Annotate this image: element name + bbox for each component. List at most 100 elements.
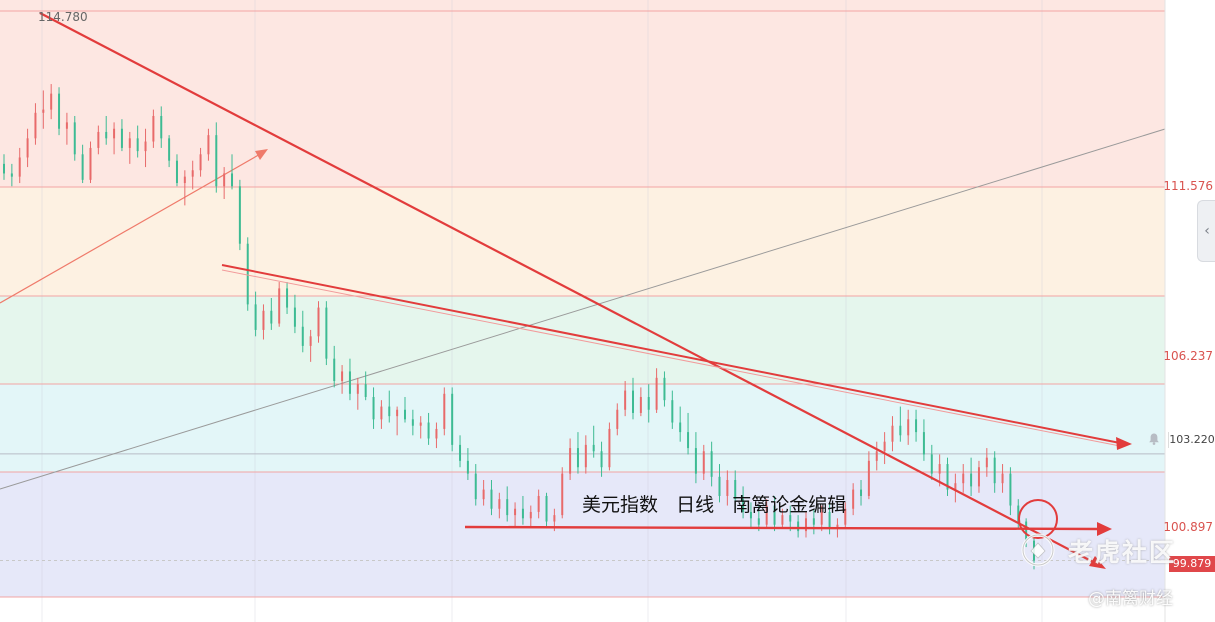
candle-body — [223, 173, 226, 187]
candle-body — [875, 451, 878, 461]
candle-body — [671, 400, 674, 423]
candle-body — [65, 122, 68, 129]
candle-body — [749, 511, 752, 519]
candle-body — [191, 170, 194, 177]
candle-body — [985, 457, 988, 468]
candle-body — [199, 154, 202, 171]
candle-body — [396, 409, 399, 417]
candle-body — [773, 505, 776, 525]
candle-body — [757, 518, 760, 525]
fib-band — [0, 296, 1165, 384]
candle-body — [694, 448, 697, 474]
resistance-line-upper-shadow — [221, 269, 1121, 447]
candle-body — [993, 457, 996, 484]
downtrend-arrow-head — [1089, 556, 1106, 569]
candle-body — [521, 508, 524, 519]
candle-body — [231, 173, 234, 187]
candle-body — [419, 422, 422, 426]
candle-body — [73, 122, 76, 155]
candle-body — [42, 109, 45, 113]
high-price-marker: 114.780 — [38, 10, 88, 24]
candle-body — [183, 176, 186, 184]
support-line — [464, 525, 1101, 531]
highlight-circle — [1018, 499, 1058, 539]
candle-body — [687, 432, 690, 449]
candle-body — [655, 377, 658, 410]
candle-body — [663, 377, 666, 401]
candle-body — [128, 138, 131, 148]
orange-trend-line — [0, 152, 263, 304]
candle-body — [553, 515, 556, 522]
support-arrow-head — [1097, 522, 1112, 536]
candle-body — [50, 93, 53, 110]
candle-body — [105, 131, 108, 139]
candle-body — [569, 448, 572, 474]
candle-body — [144, 141, 147, 152]
price-axis-bg — [1165, 0, 1215, 622]
candle-body — [160, 115, 163, 139]
candle-body — [411, 419, 414, 426]
gray-trend-line — [0, 128, 1166, 490]
fib-band — [0, 187, 1165, 296]
candle-body — [348, 371, 351, 394]
candle-body — [804, 518, 807, 532]
candle-body — [341, 371, 344, 382]
candle-body — [726, 480, 729, 496]
resistance-arrow-head — [1116, 437, 1132, 450]
candle-body — [286, 288, 289, 308]
downtrend-line-main — [39, 12, 1096, 564]
candle-body — [246, 243, 249, 305]
last-price-tag: 99.879 — [1169, 556, 1215, 572]
candle-body — [403, 409, 406, 420]
candle-body — [474, 473, 477, 500]
candle-body — [962, 473, 965, 484]
candle-body — [270, 310, 273, 324]
candle-body — [498, 499, 501, 509]
candle-body — [781, 515, 784, 525]
candle-body — [820, 511, 823, 525]
fib-band — [0, 0, 1165, 11]
candle-body — [490, 489, 493, 509]
candle-body — [451, 393, 454, 445]
chart-caption: 美元指数 日线 南篱论金编辑 — [582, 494, 847, 516]
candle-body — [537, 495, 540, 512]
candle-body — [97, 131, 100, 148]
candle-body — [459, 444, 462, 461]
candle-body — [26, 138, 29, 158]
candle-body — [514, 508, 517, 516]
candle-body — [364, 384, 367, 397]
resistance-line-upper — [221, 264, 1121, 444]
candle-body — [309, 336, 312, 346]
candle-body — [922, 432, 925, 455]
candle-body — [152, 115, 155, 142]
candle-body — [34, 112, 37, 139]
candle-body — [734, 480, 737, 500]
candle-body — [18, 157, 21, 177]
community-watermark: 老虎社区 — [1068, 538, 1177, 567]
candle-body — [482, 489, 485, 500]
fib-level-label: 106.237 — [1163, 349, 1213, 364]
candle-body — [576, 448, 579, 468]
candle-body — [1025, 521, 1028, 541]
fib-band — [0, 384, 1165, 472]
fib-band — [0, 11, 1165, 187]
candle-body — [867, 460, 870, 496]
candle-body — [742, 499, 745, 512]
candle-body — [380, 406, 383, 420]
candle-body — [168, 138, 171, 161]
candle-body — [81, 154, 84, 180]
candle-body — [915, 419, 918, 433]
candle-body — [647, 396, 650, 410]
candle-body — [679, 422, 682, 433]
candle-body — [844, 508, 847, 525]
author-watermark: @南篱财经 — [1088, 589, 1173, 609]
candle-body — [529, 511, 532, 519]
candle-body — [702, 451, 705, 474]
side-panel-toggle-button[interactable]: ‹ — [1197, 200, 1215, 262]
bell-icon[interactable] — [1147, 432, 1161, 446]
candle-body — [293, 307, 296, 327]
candle-body — [718, 476, 721, 496]
candle-body — [238, 186, 241, 244]
